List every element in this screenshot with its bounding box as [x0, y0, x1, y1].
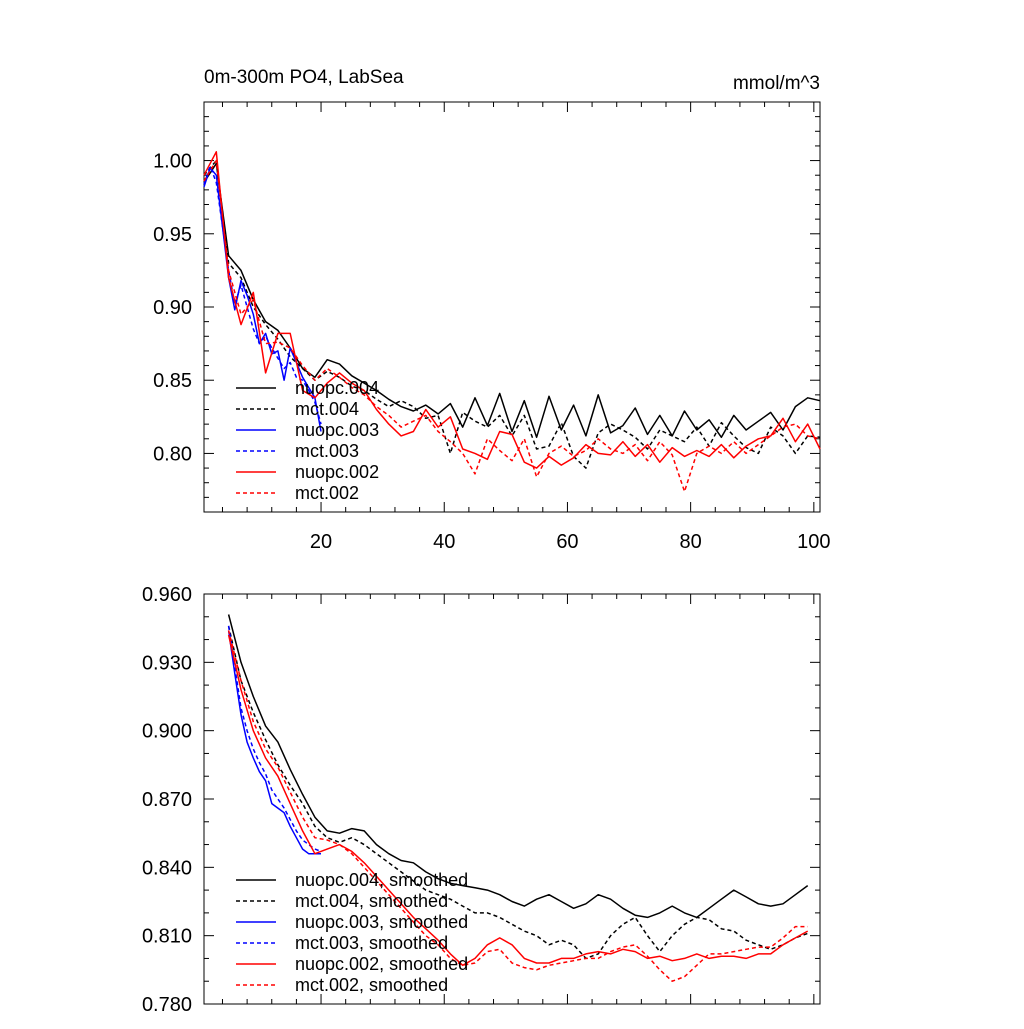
panel1-ytick-label: 0.80 [153, 443, 192, 465]
panel2-series-line-1 [227, 614, 809, 919]
panel1-ytick-label: 1.00 [153, 151, 192, 173]
panel2-series-line-4 [227, 625, 322, 853]
panel1-xtick-label: 100 [797, 531, 830, 553]
panel2-ytick-label: 0.810 [142, 926, 192, 948]
panel1-legend-label: mct.002 [295, 483, 359, 503]
panel1-ytick-label: 0.90 [153, 297, 192, 319]
panel2-legend-label: mct.004, smoothed [295, 891, 448, 911]
panel1-legend-label: mct.004 [295, 399, 359, 419]
panel2-series-line-6 [227, 630, 808, 982]
panel2-legend-label: nuopc.003, smoothed [295, 912, 468, 932]
panel2-legend-label: mct.002, smoothed [295, 975, 448, 995]
panel1-legend-label: nuopc.004 [295, 378, 379, 398]
panel1-series-line-1 [203, 162, 821, 439]
panel2-series-line-2 [227, 625, 808, 960]
panel1-xtick-label: 60 [556, 531, 578, 553]
panel1-series-line-6 [203, 159, 821, 493]
panel2-ytick-label: 0.960 [142, 584, 192, 606]
panel1-xtick-label: 80 [680, 531, 702, 553]
panel2-legend-label: mct.003, smoothed [295, 933, 448, 953]
panel1-ytick-label: 0.85 [153, 370, 192, 392]
panel1-series-line-3 [203, 167, 322, 432]
panel1-series-line-5 [203, 151, 821, 469]
panel2-series-line-5 [227, 634, 809, 967]
panel1-legend-label: nuopc.002 [295, 462, 379, 482]
panel2-series-line-3 [227, 630, 321, 855]
panel1-legend-label: mct.003 [295, 441, 359, 461]
panel2-ytick-label: 0.780 [142, 994, 192, 1016]
panel2-legend-label: nuopc.002, smoothed [295, 954, 468, 974]
panel2-ytick-label: 0.930 [142, 652, 192, 674]
panel1-ytick-label: 0.95 [153, 224, 192, 246]
panel1-units: mmol/m^3 [733, 73, 820, 94]
panel2-ytick-label: 0.870 [142, 789, 192, 811]
panel1-title: 0m-300m PO4, LabSea [204, 67, 404, 88]
panel1-xtick-label: 40 [433, 531, 455, 553]
panel2-legend-label: nuopc.004, smoothed [295, 870, 468, 890]
panel2-ytick-label: 0.900 [142, 721, 192, 743]
panel1-legend-label: nuopc.003 [295, 420, 379, 440]
panel2-ytick-label: 0.840 [142, 857, 192, 879]
panel1-xtick-label: 20 [310, 531, 332, 553]
panel1-series-line-4 [203, 165, 322, 425]
